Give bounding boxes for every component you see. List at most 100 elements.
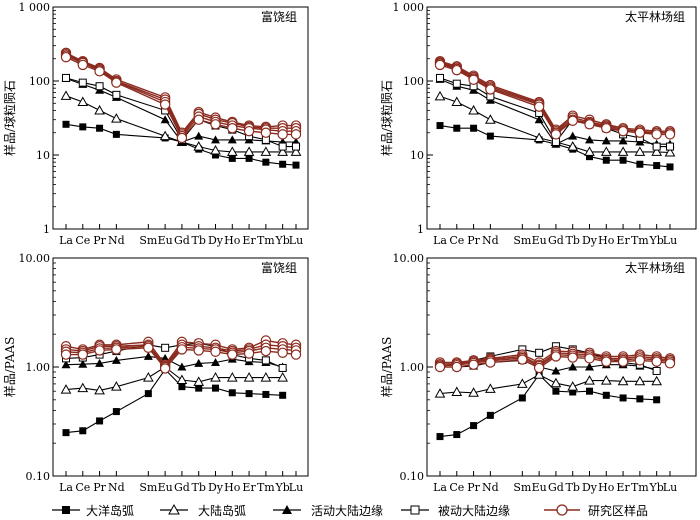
panel-2-filled-triangle-point xyxy=(568,131,578,140)
panel-4-xtick-label: Lu xyxy=(663,481,677,494)
panel-1-filled-square-point xyxy=(62,120,70,128)
panel-2-open-triangle-point xyxy=(600,146,612,156)
panel-3-open-triangle-point xyxy=(210,372,221,382)
panel-1-xtick-label: Er xyxy=(242,234,256,247)
panel-3-xtick-label: Tb xyxy=(192,481,206,494)
panel-3-open-circle-point xyxy=(243,348,255,359)
panel-1-open-triangle-point xyxy=(243,146,255,156)
panel-3-xtick-label: Gd xyxy=(174,481,190,494)
panel-3-open-triangle-point xyxy=(277,372,289,382)
panel-1-filled-triangle-point xyxy=(227,135,237,144)
panel-3-open-circle-point xyxy=(159,363,171,374)
panel-2-open-circle-point xyxy=(533,101,545,112)
panel-2-open-square-point xyxy=(666,142,674,151)
panel-4-filled-square-point xyxy=(436,433,444,441)
panel-2-xtick-label: Tm xyxy=(631,234,649,247)
panel-4-open-circle-point xyxy=(664,358,676,369)
panel-1-open-circle-point xyxy=(210,119,221,130)
panel-2-open-square-point xyxy=(436,73,444,82)
panel-3-filled-triangle-point xyxy=(177,362,187,371)
panel-4-open-triangle-point xyxy=(600,375,612,385)
panel-2-open-circle-point xyxy=(468,74,479,85)
panel-3-open-circle-point xyxy=(143,342,154,354)
panel-3-open-square-point xyxy=(161,343,170,352)
legend-item-study: 研究区样品 xyxy=(544,503,648,518)
panel-4-open-circle-point xyxy=(567,352,578,363)
panel-1-open-square-point xyxy=(62,73,70,82)
panel-3-open-circle-point xyxy=(94,345,105,356)
panel-3-open-square-point xyxy=(261,356,270,365)
panel-3-filled-triangle-point xyxy=(61,360,71,369)
panel-1-open-circle-point xyxy=(94,66,105,77)
panel-1-open-triangle-point xyxy=(77,96,89,107)
panel-2-open-circle-point xyxy=(617,125,629,137)
panel-2-xtick-label: Gd xyxy=(548,234,564,247)
panel-1-xtick-label: Lu xyxy=(289,234,303,247)
panel-4-xtick-label: Yb xyxy=(649,481,664,494)
panel-3-filled-square-point xyxy=(144,390,152,398)
panel-4-xtick-label: Er xyxy=(616,481,630,494)
panel-3-open-triangle-point xyxy=(77,382,89,393)
panel-4-filled-square-point xyxy=(486,411,494,419)
panel-2-open-triangle-point xyxy=(468,104,479,115)
panel-1-open-circle-point xyxy=(193,114,204,125)
panel-1-ylabel: 样品/球粒陨石 xyxy=(2,80,17,156)
legend-label-ocean: 大洋岛弧 xyxy=(86,503,134,518)
panel-3-xtick-label: Dy xyxy=(208,481,224,494)
panel-1-ytick-label: 1 000 xyxy=(19,1,51,14)
panel-4-open-circle-point xyxy=(617,356,629,367)
panel-1-open-square-point xyxy=(292,142,300,151)
panel-1-filled-triangle-point xyxy=(194,131,204,140)
panel-3-xtick-label: La xyxy=(59,481,73,494)
panel-4-filled-square-point xyxy=(653,396,661,404)
open-circle-marker xyxy=(556,504,568,516)
panel-2-open-circle-point xyxy=(567,115,578,126)
panel-3-xtick-label: Pr xyxy=(93,481,106,494)
panel-1-xtick-label: Ce xyxy=(75,234,90,247)
panel-3-xtick-label: Lu xyxy=(289,481,303,494)
panel-1-open-square-point xyxy=(78,78,87,87)
panel-3-xtick-label: Ce xyxy=(75,481,90,494)
panel-1-xtick-label: Yb xyxy=(275,234,290,247)
panel-1-filled-square-point xyxy=(112,130,120,138)
panel-4-xtick-label: Tb xyxy=(566,481,580,494)
panel-2-xtick-label: Er xyxy=(616,234,630,247)
panel-3-xtick-label: Er xyxy=(242,481,256,494)
panel-2-open-square-point xyxy=(452,79,461,88)
panel-2-filled-square-point xyxy=(636,160,644,168)
panel-3-open-circle-point xyxy=(77,349,88,360)
panel-1-filled-triangle-point xyxy=(211,135,220,144)
panel-4-xtick-label: Eu xyxy=(532,481,547,494)
panel-1-open-circle-point xyxy=(60,51,72,63)
panel-4-filled-square-point xyxy=(619,394,627,402)
panel-1-xtick-label: Dy xyxy=(208,234,224,247)
filled-triangle-marker xyxy=(282,505,292,514)
panel-3-xtick-label: Tm xyxy=(257,481,275,494)
panel-4-open-circle-point xyxy=(533,362,545,374)
panel-1-open-circle-point xyxy=(176,132,188,144)
panel-3-open-circle-point xyxy=(210,346,221,357)
panel-2-filled-square-point xyxy=(453,124,461,132)
panel-2-filled-square-point xyxy=(653,162,661,170)
panel-2-title: 太平林场组 xyxy=(625,9,685,24)
panel-1-frame xyxy=(52,6,309,230)
panel-4-filled-square-point xyxy=(518,394,526,402)
panel-2-open-circle-point xyxy=(634,127,646,138)
panel-4-filled-triangle-point xyxy=(568,362,578,371)
panel-4-ytick-label: 1.00 xyxy=(400,361,425,374)
panel-3-filled-square-point xyxy=(245,390,253,398)
panel-1-filled-square-point xyxy=(79,123,87,131)
panel-1-filled-square-point xyxy=(228,154,236,162)
panel-3-xtick-label: Eu xyxy=(158,481,173,494)
panel-1-xtick-label: Eu xyxy=(158,234,173,247)
panel-2-open-triangle-point xyxy=(584,146,595,156)
panel-2-open-triangle-point xyxy=(567,141,579,151)
panel-2-ylabel: 样品/球粒陨石 xyxy=(379,80,394,156)
panel-4-xtick-label: Pr xyxy=(467,481,480,494)
panel-2-filled-square-point xyxy=(619,156,627,164)
panel-3-filled-square-point xyxy=(212,384,219,392)
panel-2-xtick-label: Dy xyxy=(582,234,598,247)
panel-4-xtick-label: Nd xyxy=(482,481,499,494)
panel-2-open-triangle-point xyxy=(617,146,629,156)
